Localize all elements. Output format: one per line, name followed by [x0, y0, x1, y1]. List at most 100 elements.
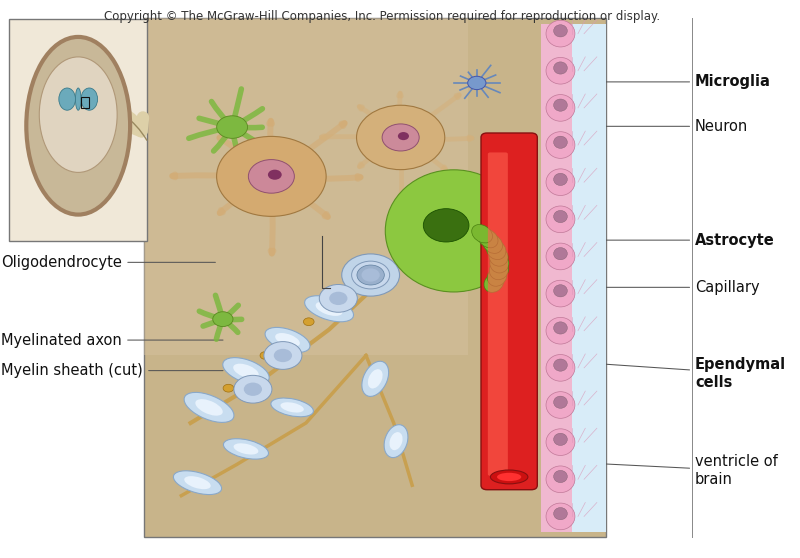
- FancyArrowPatch shape: [403, 137, 472, 140]
- Ellipse shape: [234, 443, 258, 455]
- FancyArrowPatch shape: [274, 176, 361, 179]
- Ellipse shape: [59, 88, 75, 110]
- Ellipse shape: [26, 37, 130, 215]
- Circle shape: [213, 312, 233, 326]
- Circle shape: [268, 170, 282, 180]
- Ellipse shape: [554, 508, 567, 519]
- FancyBboxPatch shape: [542, 23, 606, 532]
- FancyArrowPatch shape: [219, 138, 270, 175]
- Ellipse shape: [184, 476, 210, 489]
- Ellipse shape: [316, 301, 342, 316]
- FancyArrowPatch shape: [225, 305, 238, 318]
- Circle shape: [357, 265, 384, 285]
- Circle shape: [223, 384, 234, 392]
- Ellipse shape: [195, 399, 222, 416]
- Ellipse shape: [271, 398, 314, 417]
- Bar: [81, 97, 90, 108]
- Ellipse shape: [546, 94, 575, 121]
- FancyArrowPatch shape: [234, 109, 262, 126]
- Circle shape: [319, 285, 358, 312]
- Ellipse shape: [554, 25, 567, 37]
- FancyArrowPatch shape: [216, 322, 222, 339]
- Ellipse shape: [75, 88, 81, 110]
- Circle shape: [217, 136, 326, 217]
- FancyArrowPatch shape: [234, 128, 258, 143]
- Ellipse shape: [490, 253, 509, 273]
- Circle shape: [329, 292, 347, 305]
- Ellipse shape: [546, 169, 575, 195]
- FancyArrowPatch shape: [199, 118, 230, 126]
- Ellipse shape: [546, 57, 575, 84]
- FancyArrowPatch shape: [199, 311, 220, 319]
- FancyArrowPatch shape: [211, 102, 230, 125]
- Text: Neuron: Neuron: [549, 119, 748, 134]
- FancyArrowPatch shape: [189, 128, 230, 138]
- Circle shape: [260, 352, 270, 359]
- FancyArrowPatch shape: [398, 93, 402, 134]
- Ellipse shape: [305, 296, 354, 322]
- Ellipse shape: [386, 170, 522, 292]
- Circle shape: [274, 349, 292, 362]
- Ellipse shape: [482, 234, 502, 253]
- FancyArrowPatch shape: [92, 103, 147, 140]
- Ellipse shape: [281, 402, 304, 412]
- FancyBboxPatch shape: [572, 23, 606, 532]
- Ellipse shape: [478, 229, 498, 248]
- Circle shape: [468, 76, 486, 90]
- Circle shape: [217, 116, 247, 138]
- Ellipse shape: [546, 280, 575, 307]
- Ellipse shape: [554, 470, 567, 483]
- FancyArrowPatch shape: [359, 107, 398, 136]
- Ellipse shape: [546, 429, 575, 455]
- FancyArrowPatch shape: [403, 139, 446, 170]
- Ellipse shape: [546, 20, 575, 47]
- Text: Myelinated axon: Myelinated axon: [2, 333, 223, 348]
- Circle shape: [398, 132, 409, 140]
- Circle shape: [244, 383, 262, 396]
- Text: Ependymal
cells: Ependymal cells: [580, 357, 786, 389]
- Ellipse shape: [390, 432, 402, 450]
- Circle shape: [357, 105, 445, 170]
- Ellipse shape: [554, 62, 567, 74]
- Ellipse shape: [554, 285, 567, 297]
- Ellipse shape: [39, 57, 117, 172]
- FancyArrowPatch shape: [359, 139, 398, 167]
- Ellipse shape: [546, 392, 575, 418]
- Text: ventricle of
brain: ventricle of brain: [573, 454, 778, 487]
- Circle shape: [303, 318, 314, 326]
- Ellipse shape: [497, 473, 522, 481]
- FancyBboxPatch shape: [9, 19, 147, 241]
- Ellipse shape: [223, 439, 269, 459]
- Ellipse shape: [384, 425, 408, 458]
- Ellipse shape: [486, 240, 506, 259]
- FancyArrowPatch shape: [203, 320, 220, 326]
- FancyArrowPatch shape: [270, 121, 272, 174]
- Circle shape: [248, 160, 294, 193]
- Ellipse shape: [484, 273, 504, 292]
- FancyArrowPatch shape: [215, 295, 222, 316]
- Ellipse shape: [554, 359, 567, 371]
- Circle shape: [423, 209, 469, 242]
- Ellipse shape: [546, 503, 575, 530]
- Ellipse shape: [81, 88, 98, 110]
- Circle shape: [352, 261, 390, 289]
- FancyArrowPatch shape: [270, 179, 274, 253]
- Ellipse shape: [554, 322, 567, 334]
- Ellipse shape: [362, 361, 389, 396]
- Circle shape: [362, 268, 380, 282]
- Ellipse shape: [233, 364, 258, 378]
- Ellipse shape: [174, 471, 222, 494]
- Ellipse shape: [275, 333, 300, 347]
- Text: Microglia: Microglia: [567, 74, 771, 89]
- Ellipse shape: [490, 261, 509, 280]
- FancyArrowPatch shape: [400, 140, 402, 199]
- Ellipse shape: [487, 267, 506, 286]
- Ellipse shape: [546, 132, 575, 158]
- Ellipse shape: [489, 247, 508, 266]
- FancyBboxPatch shape: [481, 133, 538, 490]
- Ellipse shape: [554, 174, 567, 185]
- Circle shape: [264, 341, 302, 369]
- Circle shape: [382, 124, 419, 151]
- Ellipse shape: [265, 328, 310, 353]
- FancyArrowPatch shape: [225, 321, 238, 333]
